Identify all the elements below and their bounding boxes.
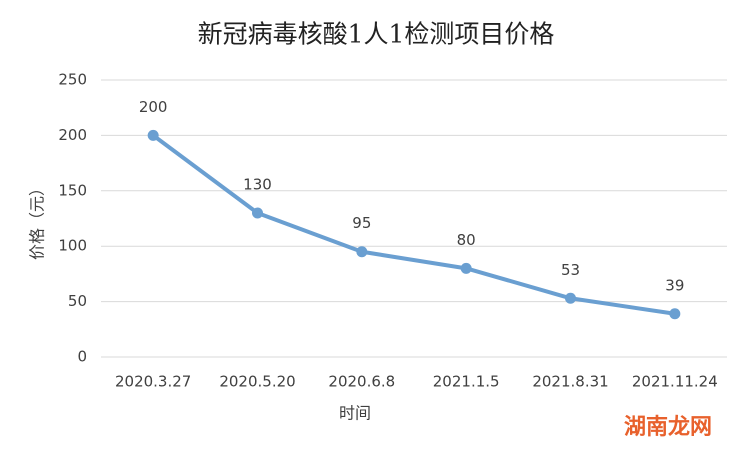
data-point [669,308,681,320]
data-point [252,207,263,219]
x-tick-label: 2020.3.27 [115,373,191,391]
data-label: 200 [139,98,168,116]
watermark: 湖南龙网 [624,415,712,440]
data-label: 95 [352,214,371,232]
chart-title: 新冠病毒核酸1人1检测项目价格 [198,20,555,49]
y-axis-title: 价格（元） [28,180,47,260]
x-tick-label: 2021.11.24 [632,373,718,391]
x-tick-label: 2021.1.5 [433,373,500,391]
data-point [565,292,576,304]
y-tick-label: 100 [58,237,87,255]
data-label: 53 [561,261,580,279]
data-point [460,262,472,274]
data-label: 130 [243,175,272,193]
y-tick-label: 200 [58,126,87,144]
y-tick-label: 0 [77,348,87,366]
data-point [356,246,368,258]
x-tick-label: 2021.8.31 [532,373,608,391]
y-tick-label: 150 [58,181,87,199]
data-point [147,129,159,141]
data-label: 80 [457,231,476,249]
y-tick-label: 250 [58,71,87,89]
y-tick-label: 50 [68,292,87,310]
x-tick-label: 2020.6.8 [328,373,395,391]
x-tick-label: 2020.5.20 [219,373,295,391]
data-label: 39 [665,276,684,294]
data-line [151,133,676,316]
x-axis-title: 时间 [339,404,371,423]
